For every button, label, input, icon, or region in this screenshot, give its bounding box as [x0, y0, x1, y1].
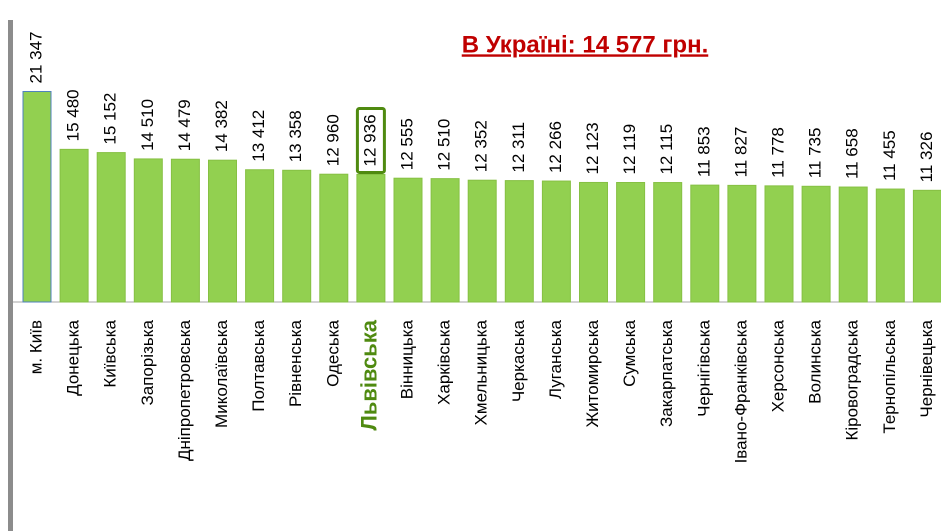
- bar: [838, 186, 868, 303]
- x-tick-label: Донецька: [64, 319, 83, 395]
- value-label: 12 311: [509, 122, 528, 173]
- x-tick-label: Закарпатська: [657, 319, 676, 426]
- bar: [653, 182, 683, 303]
- bar: [319, 173, 349, 303]
- x-tick-label: Черкаська: [509, 319, 528, 402]
- x-tick-label: Запорізька: [138, 319, 157, 405]
- bar: [133, 158, 163, 303]
- x-tick-label: Івано-Франківська: [731, 319, 750, 463]
- x-tick-label: Сумська: [620, 319, 639, 386]
- bar: [912, 189, 941, 303]
- value-label: 11 735: [806, 128, 825, 179]
- value-label: 12 119: [620, 124, 639, 175]
- bar: [764, 185, 794, 303]
- bar: [22, 91, 52, 303]
- value-label: 12 115: [657, 124, 676, 175]
- value-label: 15 152: [101, 93, 120, 145]
- value-label: 12 352: [472, 120, 491, 172]
- x-tick-label: Волинська: [806, 319, 825, 403]
- value-label: 11 827: [731, 127, 750, 178]
- value-label: 11 853: [694, 126, 713, 177]
- x-tick-label: Хмельницька: [472, 319, 491, 425]
- bar: [467, 179, 497, 303]
- value-label: 12 555: [397, 118, 416, 170]
- value-label: 11 326: [917, 132, 936, 183]
- bar: [727, 184, 757, 303]
- x-tick-label: Тернопільська: [880, 319, 899, 433]
- bar: [245, 169, 275, 303]
- bar: [616, 182, 646, 303]
- x-tick-label: м. Київ: [26, 320, 45, 374]
- x-tick-label: Вінницька: [397, 319, 416, 399]
- bar: [579, 181, 608, 303]
- value-label: 13 358: [286, 110, 305, 162]
- bar: [875, 188, 905, 303]
- x-tick-label: Миколаївська: [212, 319, 231, 427]
- x-tick-label: Чернігівська: [694, 319, 713, 416]
- x-tick-label: Кіровоградська: [843, 319, 862, 440]
- x-tick-label: Дніпропетровська: [175, 319, 194, 461]
- bar: [393, 177, 423, 303]
- bar: [96, 152, 126, 303]
- x-tick-label: Херсонська: [768, 319, 787, 412]
- value-label: 12 123: [583, 122, 602, 174]
- x-tick-label: Полтавська: [249, 319, 268, 411]
- x-tick-label: Рівненська: [286, 319, 305, 407]
- chart-title: В Україні: 14 577 грн.: [462, 31, 709, 58]
- x-tick-label: Київська: [101, 319, 120, 387]
- axis-bar: [8, 20, 13, 531]
- value-label: 13 412: [249, 110, 268, 162]
- bar: [430, 178, 460, 303]
- bar: [504, 180, 534, 303]
- value-label: 14 382: [212, 100, 231, 152]
- bar: [170, 158, 200, 303]
- value-label: 12 266: [546, 121, 565, 173]
- x-tick-label: Чернівецька: [917, 319, 936, 417]
- value-label: 15 480: [64, 89, 83, 141]
- highlight-box: [355, 106, 386, 174]
- x-tick-label: Одеська: [323, 319, 342, 386]
- value-label: 14 479: [175, 99, 194, 151]
- value-label: 21 347: [26, 32, 45, 84]
- x-tick-label: Харківська: [435, 319, 454, 404]
- x-tick-label: Львівська: [357, 319, 382, 430]
- bar: [282, 169, 312, 303]
- bar: [356, 173, 386, 303]
- x-tick-label: Луганська: [546, 319, 565, 399]
- bar: [59, 148, 89, 303]
- value-label: 11 778: [768, 127, 787, 178]
- value-label: 14 510: [138, 99, 157, 151]
- value-label: 12 510: [435, 119, 454, 171]
- value-label: 12 960: [323, 114, 342, 166]
- value-label: 11 658: [843, 128, 862, 179]
- value-label: 11 455: [880, 130, 899, 181]
- bar: [801, 185, 831, 303]
- bar: [690, 184, 720, 303]
- value-label: 12 936: [360, 114, 379, 166]
- x-tick-label: Житомирська: [583, 319, 602, 427]
- bar: [208, 159, 237, 303]
- bar: [541, 180, 571, 303]
